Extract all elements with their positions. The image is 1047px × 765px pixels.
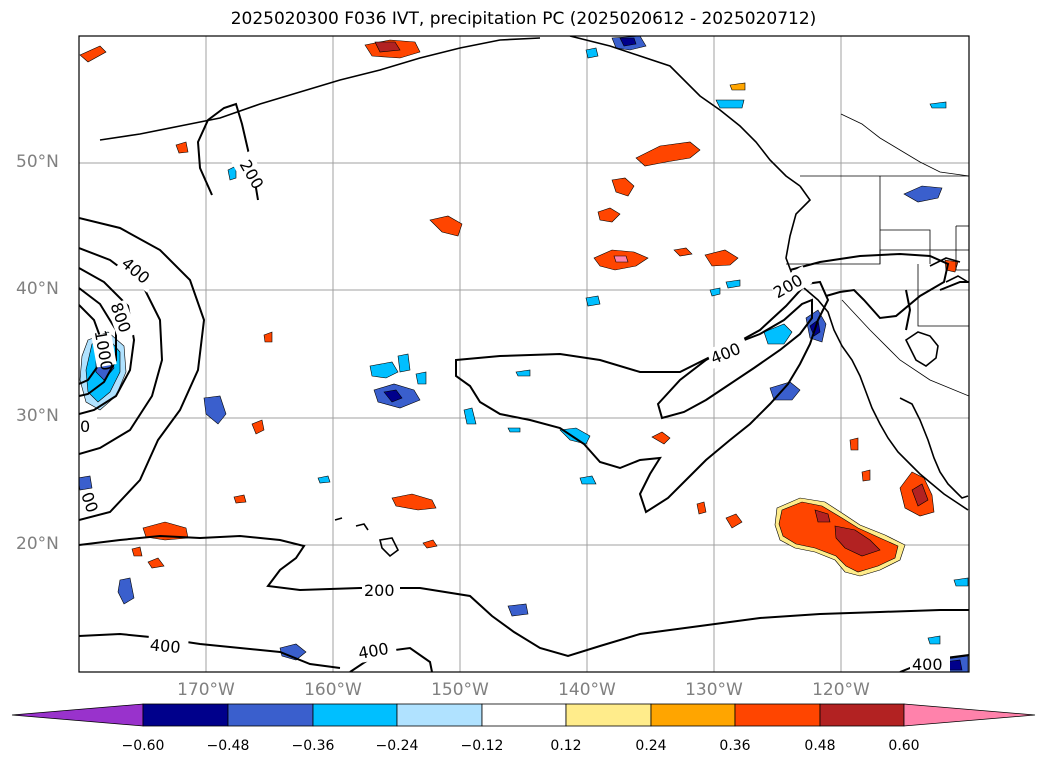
colorbar-tick: 0.60 bbox=[888, 738, 920, 754]
colorbar-tick: −0.48 bbox=[206, 738, 250, 754]
lat-label-50n: 50°N bbox=[16, 152, 59, 172]
coastlines bbox=[99, 36, 969, 558]
colorbar-tick: −0.36 bbox=[291, 738, 335, 754]
lat-label-40n: 40°N bbox=[16, 279, 59, 299]
colorbar-tick: 0.48 bbox=[804, 738, 836, 754]
lon-label-170w: 170°W bbox=[177, 680, 235, 700]
colorbar-extend-high bbox=[903, 703, 1036, 727]
contour-label: 200 bbox=[364, 581, 395, 600]
colorbar-tick: −0.24 bbox=[375, 738, 419, 754]
colorbar-extend-low bbox=[11, 703, 144, 727]
lon-label-150w: 150°W bbox=[431, 680, 489, 700]
contour-label: 400 bbox=[149, 635, 181, 657]
colorbar-tick: −0.12 bbox=[460, 738, 504, 754]
map-background bbox=[79, 36, 969, 672]
colorbar-tick: 0.36 bbox=[719, 738, 751, 754]
contour-labels: 200 400 800 1000 200 400 200 400 400 400… bbox=[77, 150, 950, 674]
map-frame bbox=[78, 35, 970, 673]
lat-label-30n: 30°N bbox=[16, 406, 59, 426]
colorbar-tick: 0.24 bbox=[635, 738, 667, 754]
lon-label-120w: 120°W bbox=[812, 680, 870, 700]
lon-label-140w: 140°W bbox=[558, 680, 616, 700]
colorbar-tick: −0.60 bbox=[121, 738, 165, 754]
contour-label: 00 bbox=[77, 490, 102, 516]
borders bbox=[786, 113, 969, 397]
colorbar-tick: 0.12 bbox=[550, 738, 582, 754]
contour-label: 400 bbox=[912, 655, 943, 674]
positive-precip-patches bbox=[79, 39, 959, 577]
contour-label: 0 bbox=[80, 417, 90, 436]
lon-label-130w: 130°W bbox=[685, 680, 743, 700]
lon-label-160w: 160°W bbox=[304, 680, 362, 700]
lat-label-20n: 20°N bbox=[16, 534, 59, 554]
chart-title: 2025020300 F036 IVT, precipitation PC (2… bbox=[230, 9, 817, 29]
colorbar bbox=[11, 703, 1036, 727]
